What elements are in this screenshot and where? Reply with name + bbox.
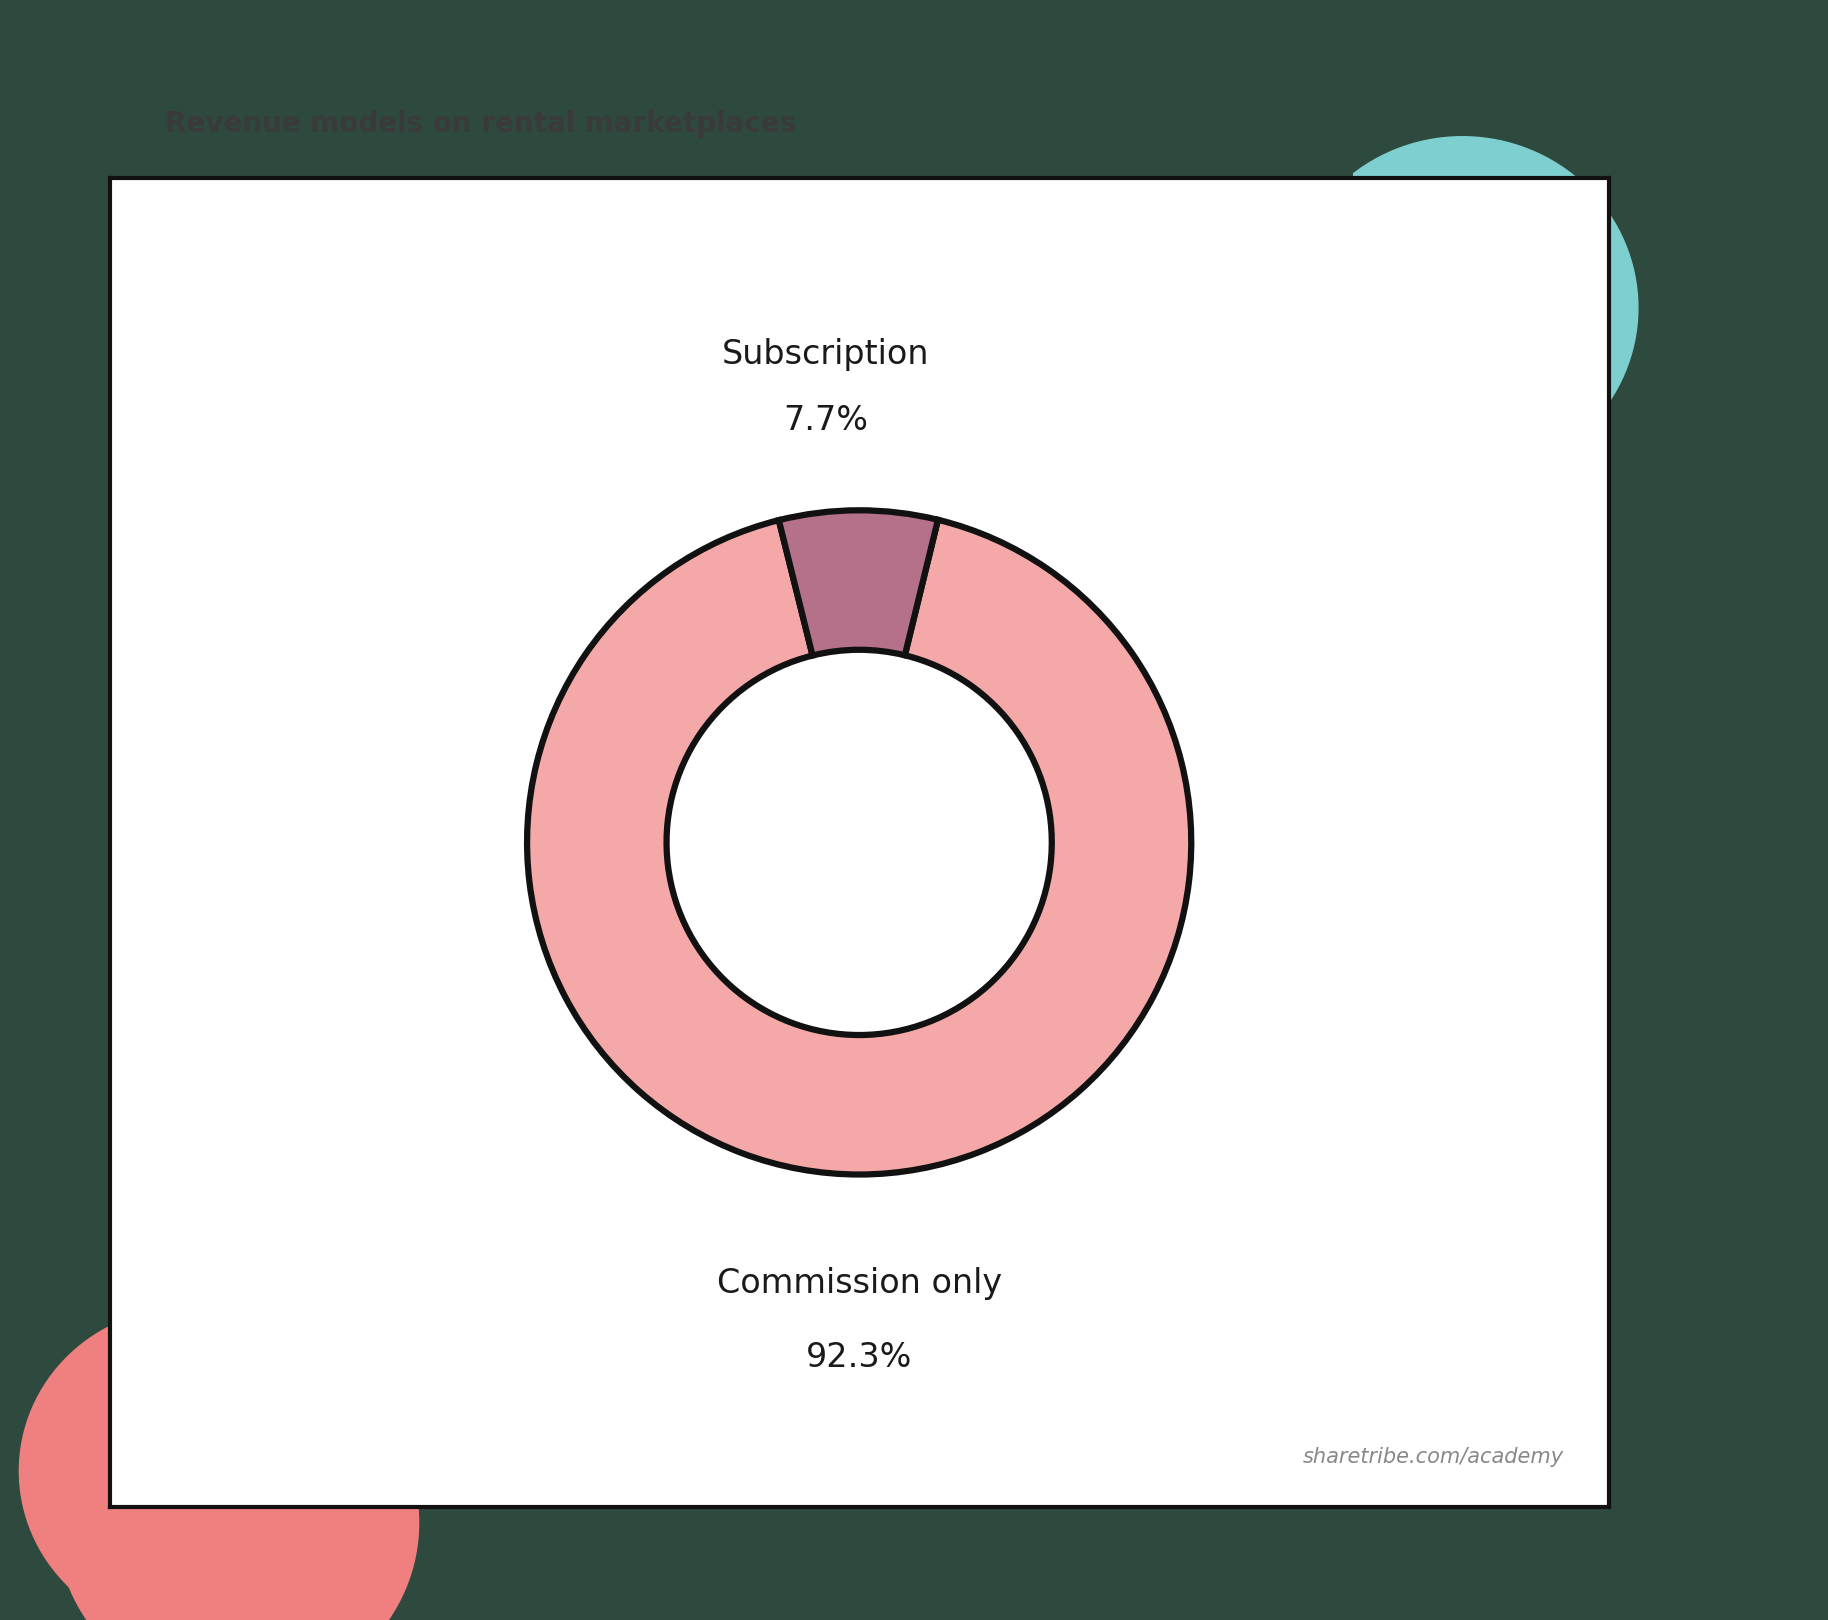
Circle shape (57, 1348, 419, 1620)
Text: Subscription: Subscription (722, 339, 930, 371)
Text: Revenue models on rental marketplaces: Revenue models on rental marketplaces (165, 110, 795, 138)
Text: 92.3%: 92.3% (806, 1341, 912, 1374)
Wedge shape (779, 510, 938, 656)
Wedge shape (526, 520, 1192, 1174)
Text: Commission only: Commission only (717, 1267, 1002, 1301)
Circle shape (1287, 136, 1638, 480)
Text: sharetribe.com/academy: sharetribe.com/academy (1303, 1447, 1563, 1466)
Circle shape (20, 1307, 356, 1620)
Text: 7.7%: 7.7% (784, 405, 868, 437)
